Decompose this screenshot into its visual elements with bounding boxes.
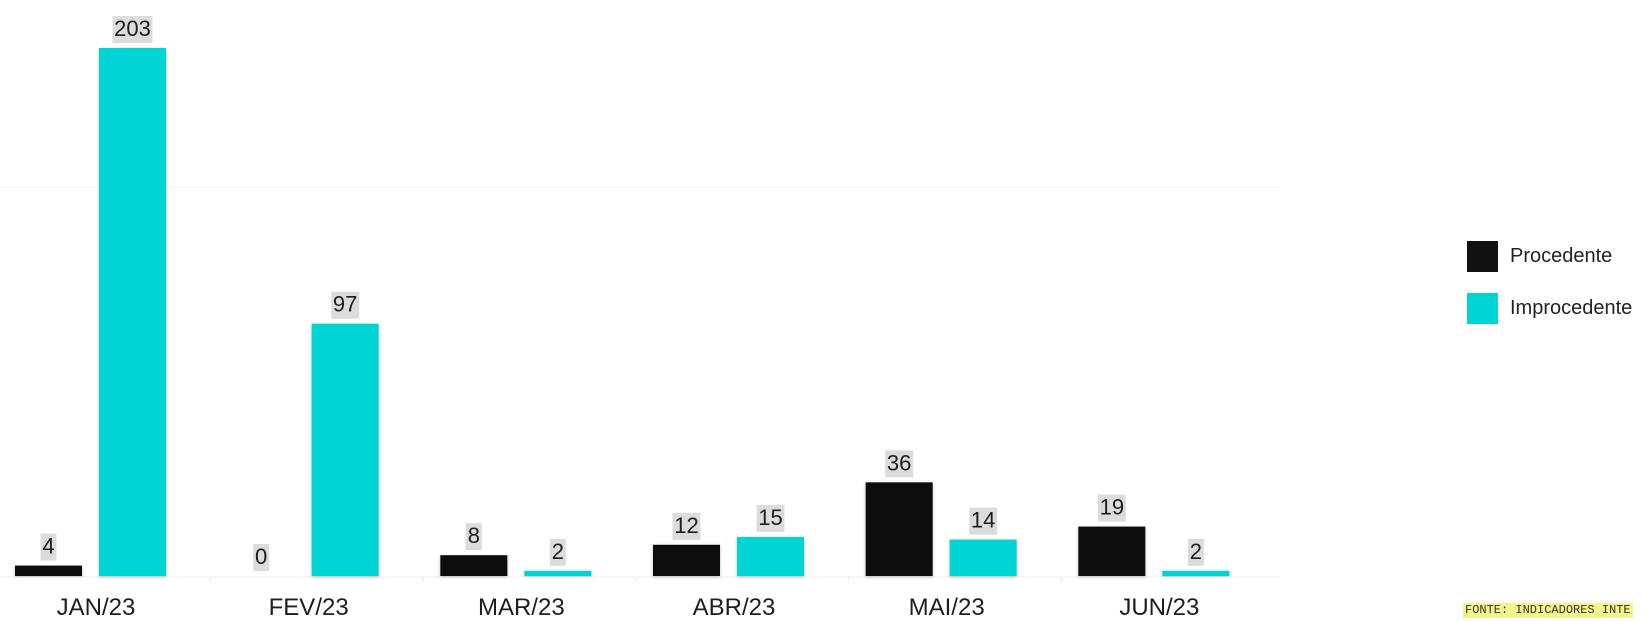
x-tick-label-abr-23: ABR/23: [693, 594, 776, 621]
x-tick-label-jun-23: JUN/23: [1119, 594, 1199, 621]
data-label-procedente-mai-23: 36: [887, 450, 911, 475]
gridlines: [0, 186, 1280, 582]
data-label-bg-improcedente-mai-23: [969, 507, 998, 535]
data-label-bg-improcedente-jan-23: [112, 16, 153, 43]
data-label-bg-procedente-fev-23: [253, 544, 270, 571]
data-label-procedente-fev-23: 0: [255, 544, 267, 569]
bar-improcedente-fev-23: [311, 323, 379, 576]
legend-item-procedente: Procedente: [1467, 240, 1632, 272]
legend: Procedente Improcedente: [1467, 240, 1632, 344]
data-label-bg-improcedente-mar-23: [549, 538, 566, 566]
data-label-improcedente-fev-23: 97: [333, 292, 357, 317]
data-label-improcedente-mai-23: 14: [971, 508, 995, 533]
bar-procedente-mar-23: [440, 555, 508, 576]
data-label-procedente-mar-23: 8: [468, 523, 480, 548]
bar-procedente-jan-23: [15, 565, 82, 576]
data-label-bg-procedente-abr-23: [672, 512, 701, 540]
legend-item-improcedente: Improcedente: [1467, 292, 1632, 324]
source-note: FONTE: INDICADORES INTE: [1463, 603, 1633, 618]
bar-improcedente-abr-23: [737, 536, 804, 576]
data-label-improcedente-mar-23: 2: [552, 539, 564, 564]
data-label-bg-improcedente-jun-23: [1187, 538, 1204, 566]
data-label-improcedente-jun-23: 2: [1190, 539, 1202, 564]
x-tick-label-jan-23: JAN/23: [57, 594, 136, 621]
bar-procedente-abr-23: [653, 544, 720, 576]
data-label-procedente-jun-23: 19: [1100, 495, 1124, 520]
data-label-bg-improcedente-fev-23: [331, 291, 360, 319]
legend-label-improcedente: Improcedente: [1510, 296, 1633, 319]
data-label-improcedente-jan-23: 203: [114, 16, 151, 41]
legend-swatch-improcedente: [1467, 292, 1498, 324]
data-label-improcedente-abr-23: 15: [758, 505, 782, 530]
bar-improcedente-jun-23: [1162, 570, 1230, 576]
x-tick-label-fev-23: FEV/23: [269, 594, 349, 621]
bar-improcedente-jan-23: [99, 48, 166, 576]
bar-improcedente-mai-23: [949, 539, 1017, 576]
data-label-bg-procedente-mar-23: [465, 523, 482, 551]
data-label-procedente-abr-23: 12: [674, 513, 698, 538]
data-labels: 4 203 0 97 8 2 12 15 36 14 19 2: [40, 16, 1204, 571]
legend-swatch-procedente: [1467, 240, 1498, 272]
x-axis-tick-labels: JAN/23 FEV/23 MAR/23 ABR/23 MAI/23 JUN/23: [57, 594, 1200, 621]
bars: [15, 48, 1230, 576]
data-label-bg-procedente-mai-23: [885, 450, 914, 478]
data-label-bg-improcedente-abr-23: [756, 504, 785, 532]
data-label-bg-procedente-jun-23: [1097, 494, 1126, 522]
bar-procedente-jun-23: [1078, 526, 1146, 576]
x-tick-label-mai-23: MAI/23: [909, 594, 985, 621]
bar-improcedente-mar-23: [524, 570, 592, 576]
data-label-procedente-jan-23: 4: [42, 534, 54, 559]
bar-procedente-mai-23: [865, 482, 933, 576]
legend-label-procedente: Procedente: [1510, 244, 1613, 267]
x-tick-label-mar-23: MAR/23: [478, 594, 565, 621]
data-label-bg-procedente-jan-23: [40, 533, 57, 561]
